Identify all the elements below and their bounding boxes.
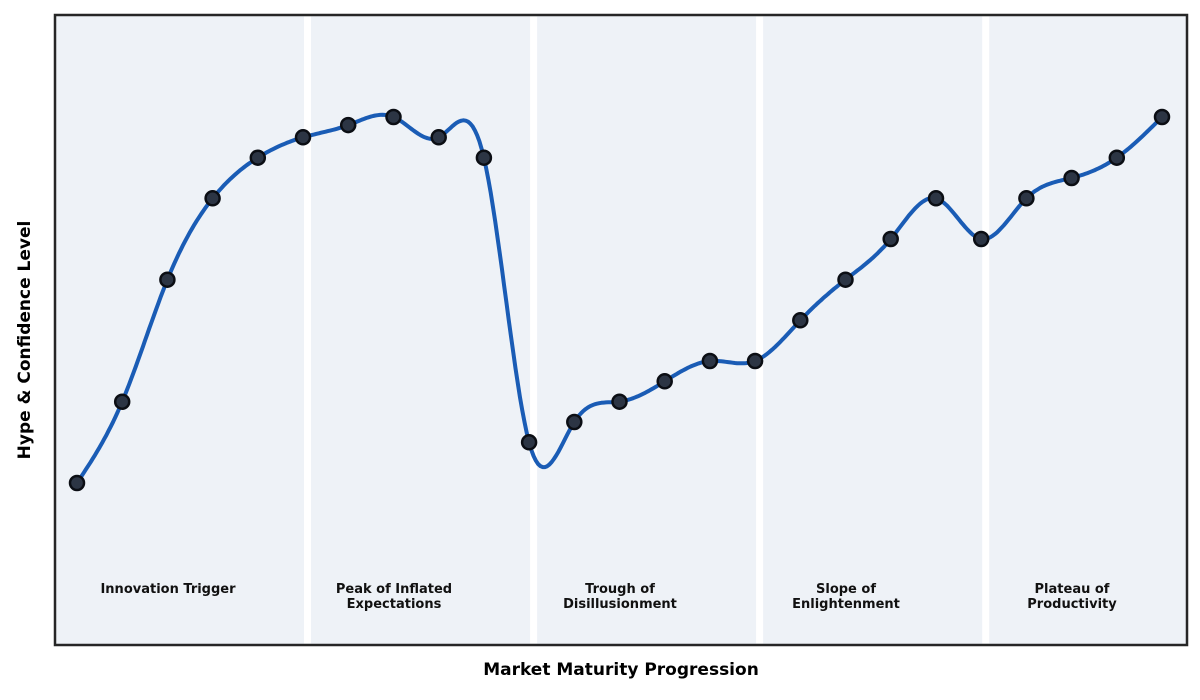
y-axis-label: Hype & Confidence Level	[15, 220, 35, 460]
data-point	[385, 108, 402, 126]
data-point	[927, 190, 945, 207]
data-point	[1063, 169, 1080, 187]
data-point	[159, 271, 176, 288]
data-point	[204, 190, 221, 207]
data-point	[339, 116, 357, 134]
x-axis-label: Market Maturity Progression	[483, 660, 759, 680]
data-point	[746, 352, 764, 370]
data-point	[656, 373, 673, 390]
plot-area	[55, 15, 1187, 645]
data-point	[837, 271, 854, 288]
phase-divider	[982, 16, 990, 644]
data-point	[294, 129, 312, 146]
plot-border	[53, 13, 1189, 647]
phase-divider	[756, 16, 764, 644]
data-point	[611, 393, 628, 410]
data-point	[68, 474, 86, 492]
data-point	[430, 129, 447, 146]
data-point	[520, 434, 538, 451]
data-point	[882, 230, 899, 248]
data-point	[1108, 149, 1126, 166]
data-point	[249, 149, 267, 166]
data-point	[1018, 190, 1035, 207]
data-point	[113, 393, 131, 410]
phase-divider	[530, 16, 538, 644]
data-point	[475, 149, 493, 166]
phase-divider	[304, 16, 311, 644]
data-point	[972, 230, 990, 248]
data-point	[566, 413, 583, 431]
data-point	[792, 312, 809, 329]
data-point	[1153, 108, 1171, 126]
data-point	[701, 352, 719, 370]
